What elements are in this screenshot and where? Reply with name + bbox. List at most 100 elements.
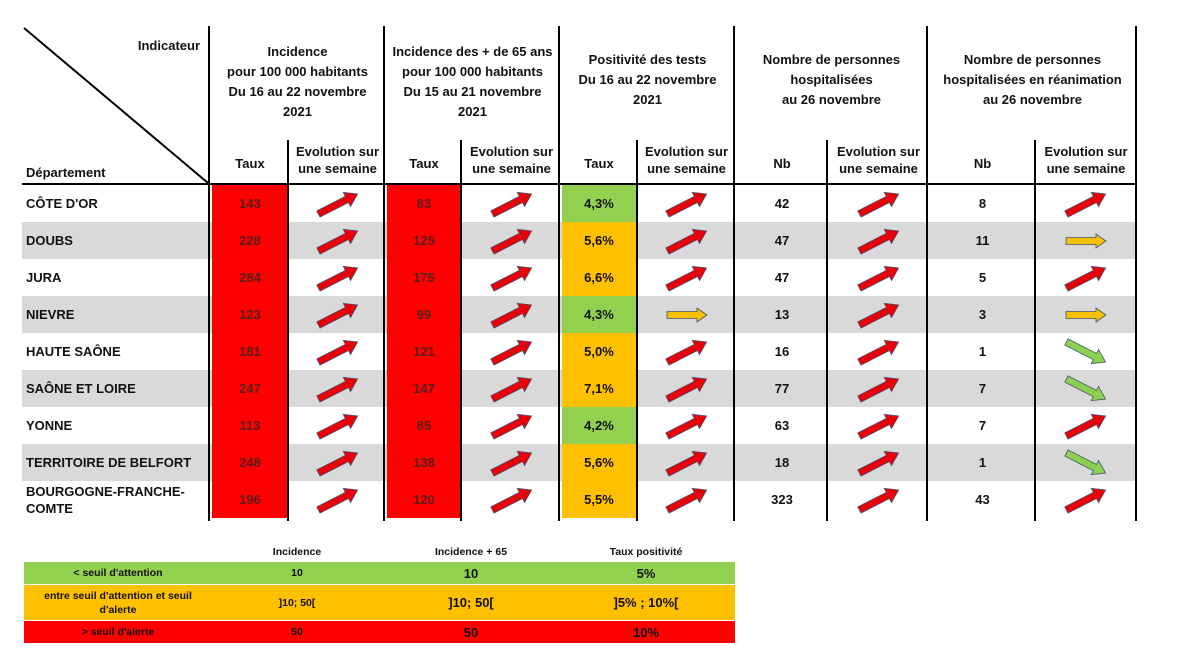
subheader-line: une semaine (298, 161, 377, 176)
column-divider (1034, 140, 1036, 521)
trend-arrow-up-icon (664, 339, 707, 366)
trend-arrow-up-icon (664, 191, 707, 218)
trend-arrow-up-icon (1064, 265, 1107, 292)
legend-band-green (24, 562, 735, 584)
group-header-line: 2021 (283, 104, 312, 119)
inc65-value: 120 (413, 492, 435, 507)
hosp-value: 47 (774, 233, 790, 248)
hosp-trend-cell (829, 481, 928, 518)
department-name-text: TERRITOIRE DE BELFORT (26, 454, 191, 471)
column-divider (926, 26, 928, 521)
subheader-line: une semaine (472, 161, 551, 176)
column-group-header: Positivité des tests Du 16 au 22 novembre… (562, 50, 733, 110)
pos-trend-cell (638, 222, 735, 259)
department-name: NIEVRE (26, 296, 206, 333)
rea-trend-cell (1037, 407, 1135, 444)
inc-value: 248 (239, 455, 261, 470)
legend-label-line: d'alerte (99, 603, 137, 616)
inc65-value: 175 (413, 270, 435, 285)
inc-value: 247 (239, 381, 261, 396)
inc-trend-cell (290, 370, 385, 407)
trend-arrow-up-icon (489, 487, 532, 514)
inc-value: 181 (239, 344, 261, 359)
subheader-line: Taux (584, 156, 614, 171)
hosp-trend-cell (829, 444, 928, 481)
trend-arrow-up-icon (489, 376, 532, 403)
legend-label: > seuil d'alerte (24, 621, 212, 643)
pos-trend-cell (638, 370, 735, 407)
legend-label-line: entre seuil d'attention et seuil (44, 589, 192, 602)
trend-arrow-up-icon (315, 265, 358, 292)
rea-trend-cell (1037, 444, 1135, 481)
subheader-evolution: Evolution sur une semaine (290, 143, 385, 177)
hosp-trend-cell (829, 407, 928, 444)
trend-arrow-down-icon (1064, 448, 1107, 475)
inc65-trend-cell (463, 222, 560, 259)
legend-header: Incidence + 65 (434, 546, 508, 558)
subheader-line: Evolution sur (836, 144, 921, 159)
rea-trend-cell (1037, 333, 1135, 370)
legend-label-line: > seuil d'alerte (81, 626, 155, 638)
hosp-value: 42 (774, 196, 790, 211)
trend-arrow-up-icon (664, 376, 707, 403)
subheader-line: Nb (773, 156, 791, 171)
inc65-value: 121 (413, 344, 435, 359)
positivity-level-cell (562, 333, 636, 370)
legend-band-orange (24, 585, 735, 620)
column-divider (383, 26, 385, 521)
inc65-trend-cell (463, 185, 560, 222)
rea-value: 1 (978, 455, 987, 470)
group-header-line: pour 100 000 habitants (402, 64, 543, 79)
inc65-value: 125 (413, 233, 435, 248)
legend-label: entre seuil d'attention et seuil d'alerte (24, 585, 212, 620)
hosp-value: 13 (774, 307, 790, 322)
hosp-trend-cell (829, 333, 928, 370)
department-name: TERRITOIRE DE BELFORT (26, 444, 206, 481)
department-name-text: CÔTE D'OR (26, 195, 98, 212)
inc65-trend-cell (463, 444, 560, 481)
department-name: BOURGOGNE-FRANCHE- COMTE (26, 481, 206, 518)
hosp-trend-cell (829, 259, 928, 296)
positivity-level-cell (562, 444, 636, 481)
department-name-text: JURA (26, 269, 61, 286)
inc-trend-cell (290, 296, 385, 333)
group-header-line: 2021 (458, 104, 487, 119)
hosp-value: 16 (774, 344, 790, 359)
positivity-level-cell (562, 296, 636, 333)
pos-trend-cell (638, 259, 735, 296)
group-header-line: Du 16 au 22 novembre (228, 84, 367, 99)
hosp-value: 323 (771, 492, 793, 507)
pos-trend-cell (638, 407, 735, 444)
column-group-header: Incidence des + de 65 ans pour 100 000 ha… (387, 42, 558, 122)
rea-trend-cell (1037, 481, 1135, 518)
trend-arrow-up-icon (856, 265, 899, 292)
threshold-legend: Incidence Incidence + 65 Taux positivité < … (0, 540, 760, 650)
departement-label: Département (26, 165, 106, 180)
inc-value: 123 (239, 307, 261, 322)
hosp-value: 18 (774, 455, 790, 470)
header-bottom-line (22, 183, 1137, 185)
inc-trend-cell (290, 222, 385, 259)
header-diagonal-line (23, 27, 209, 184)
trend-arrow-up-icon (856, 339, 899, 366)
column-divider (208, 26, 210, 521)
department-name-line: CÔTE D'OR (26, 196, 98, 211)
rea-value: 11 (975, 233, 990, 248)
group-header-line: Incidence (267, 44, 328, 59)
inc65-value: 85 (416, 418, 432, 433)
subheader-line: Taux (409, 156, 439, 171)
pos-trend-cell (638, 296, 735, 333)
rea-value: 1 (978, 344, 987, 359)
department-name-line: COMTE (26, 500, 73, 516)
inc65-trend-cell (463, 481, 560, 518)
trend-arrow-flat-icon (1065, 232, 1107, 249)
subheader-line: Nb (973, 156, 992, 171)
pos-trend-cell (638, 444, 735, 481)
hosp-trend-cell (829, 370, 928, 407)
positivity-level-cell (562, 259, 636, 296)
indicator-table: Indicateur Département Incidence pour 100 0… (22, 26, 1137, 521)
column-group-header: Incidence pour 100 000 habitants Du 16 au … (212, 42, 383, 122)
column-group-header: Nombre de personnes hospitalisées en réan… (930, 50, 1135, 110)
pos-trend-cell (638, 481, 735, 518)
group-header-line: Du 15 au 21 novembre (403, 84, 542, 99)
